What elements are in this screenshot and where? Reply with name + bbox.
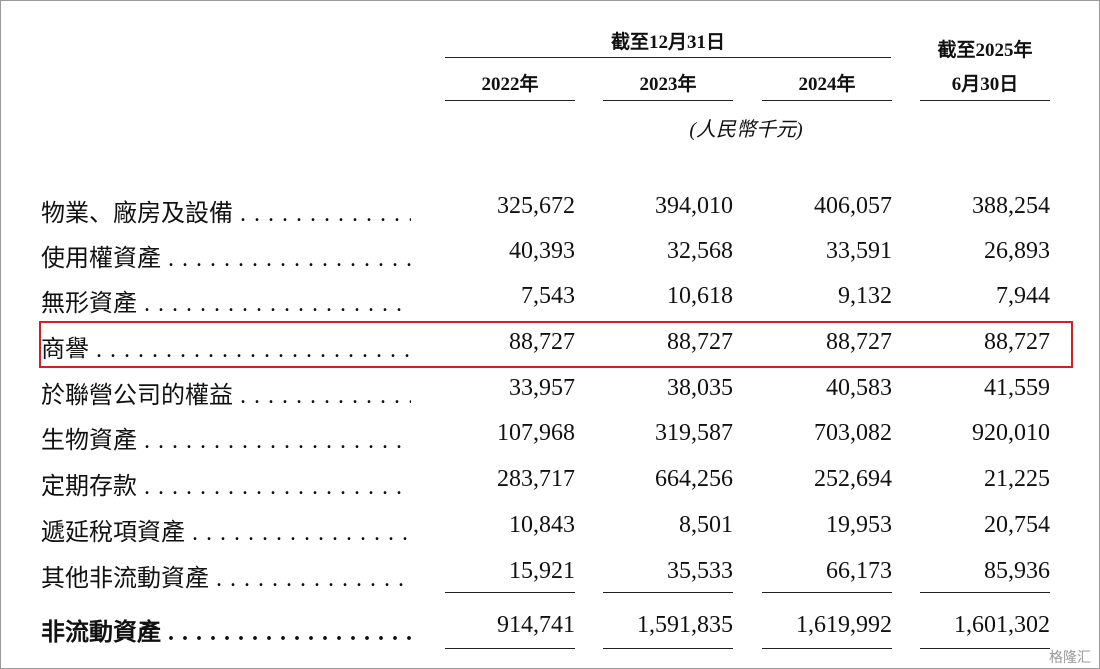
header-rule: [762, 100, 892, 101]
total-rule: [762, 648, 892, 649]
cell-value: 8,501: [679, 512, 733, 538]
cell-value: 15,921: [509, 558, 575, 584]
column-header: 截至2025年: [937, 40, 1033, 61]
total-rule: [445, 648, 575, 649]
row-label: 商譽: [41, 329, 411, 364]
cell-value: 21,225: [984, 466, 1050, 492]
cell-value: 664,256: [655, 466, 733, 492]
total-rule: [603, 648, 733, 649]
row-label: 物業、廠房及設備: [41, 193, 411, 228]
total-rule: [920, 592, 1050, 593]
column-header: 2023年: [639, 74, 697, 95]
cell-value: 1,619,992: [796, 612, 892, 638]
total-rule: [762, 592, 892, 593]
row-label: 無形資產: [41, 283, 411, 318]
watermark: 格隆汇: [1049, 650, 1091, 666]
cell-value: 88,727: [667, 329, 733, 355]
cell-value: 319,587: [655, 420, 733, 446]
row-label: 非流動資產: [41, 612, 411, 647]
column-header: 2022年: [481, 74, 539, 95]
row-label: 遞延稅項資產: [41, 512, 411, 547]
row-label: 使用權資產: [41, 238, 411, 273]
cell-value: 703,082: [814, 420, 892, 446]
cell-value: 10,618: [667, 283, 733, 309]
total-rule: [603, 592, 733, 593]
column-header: 6月30日: [951, 74, 1019, 95]
group-header: 截至12月31日: [610, 32, 725, 53]
row-label: 其他非流動資產: [41, 558, 411, 593]
header-rule: [445, 57, 891, 58]
cell-value: 32,568: [667, 238, 733, 264]
cell-value: 7,543: [521, 283, 575, 309]
cell-value: 1,601,302: [954, 612, 1050, 638]
cell-value: 40,393: [509, 238, 575, 264]
cell-value: 66,173: [826, 558, 892, 584]
cell-value: 38,035: [667, 375, 733, 401]
cell-value: 88,727: [509, 329, 575, 355]
header-rule: [603, 100, 733, 101]
cell-value: 388,254: [972, 193, 1050, 219]
cell-value: 252,694: [814, 466, 892, 492]
cell-value: 10,843: [509, 512, 575, 538]
header-rule: [445, 100, 575, 101]
cell-value: 406,057: [814, 193, 892, 219]
cell-value: 35,533: [667, 558, 733, 584]
highlight-box: [39, 321, 1073, 368]
cell-value: 33,957: [509, 375, 575, 401]
cell-value: 914,741: [497, 612, 575, 638]
row-label: 生物資產: [41, 420, 411, 455]
row-label: 於聯營公司的權益: [41, 375, 411, 410]
cell-value: 107,968: [497, 420, 575, 446]
cell-value: 88,727: [984, 329, 1050, 355]
header-rule: [920, 100, 1050, 101]
total-rule: [920, 648, 1050, 649]
cell-value: 40,583: [826, 375, 892, 401]
cell-value: 41,559: [984, 375, 1050, 401]
cell-value: 19,953: [826, 512, 892, 538]
cell-value: 7,944: [996, 283, 1050, 309]
cell-value: 283,717: [497, 466, 575, 492]
cell-value: 9,132: [838, 283, 892, 309]
column-header: 2024年: [798, 74, 856, 95]
unit-label: (人民幣千元): [689, 119, 803, 141]
cell-value: 33,591: [826, 238, 892, 264]
cell-value: 1,591,835: [637, 612, 733, 638]
total-rule: [445, 592, 575, 593]
cell-value: 88,727: [826, 329, 892, 355]
cell-value: 325,672: [497, 193, 575, 219]
cell-value: 85,936: [984, 558, 1050, 584]
cell-value: 20,754: [984, 512, 1050, 538]
cell-value: 26,893: [984, 238, 1050, 264]
row-label: 定期存款: [41, 466, 411, 501]
cell-value: 920,010: [972, 420, 1050, 446]
cell-value: 394,010: [655, 193, 733, 219]
